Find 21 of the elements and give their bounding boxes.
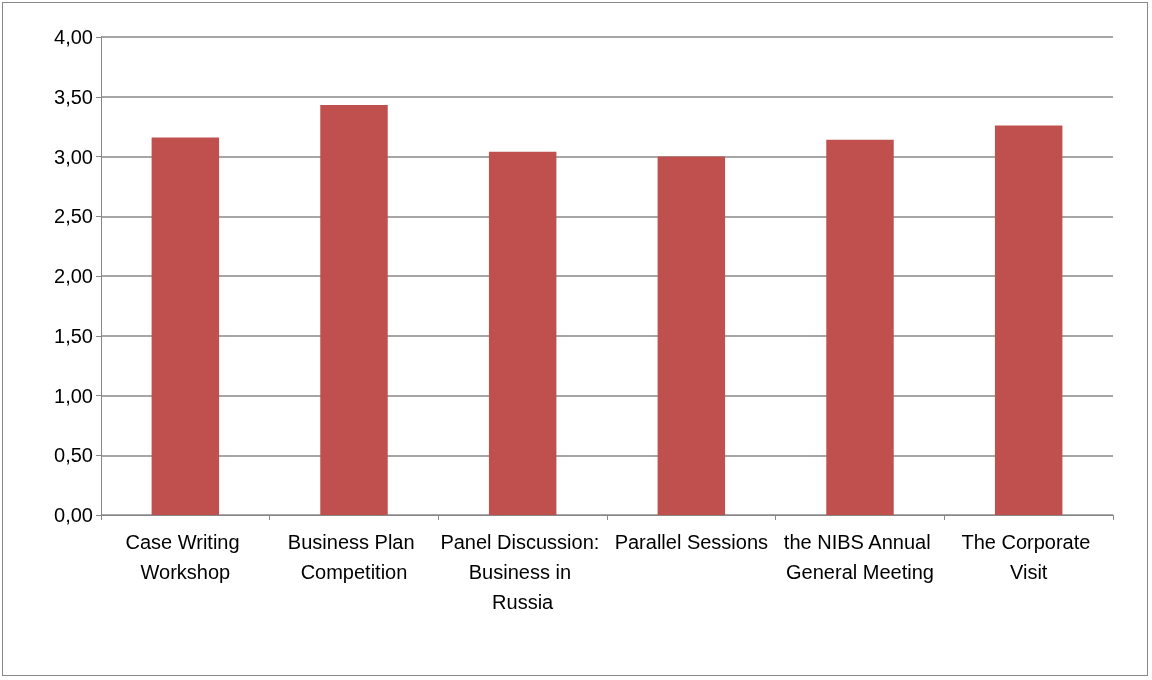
x-tick-label: the NIBS Annual General Meeting (783, 531, 937, 583)
bar (151, 137, 220, 515)
bar (994, 125, 1063, 515)
x-tick-label: Case Writing Workshop (125, 531, 246, 583)
x-tick-label: Business Plan Competition (287, 531, 421, 583)
y-tick-label: 0,50 (54, 444, 93, 467)
y-tick-label: 0,00 (54, 504, 93, 526)
bar (488, 151, 557, 515)
x-tick-label: Parallel Sessions (614, 531, 769, 553)
y-tick-label: 4,00 (54, 26, 93, 48)
y-tick-label: 3,50 (54, 85, 93, 108)
y-tick-label: 2,00 (54, 265, 93, 287)
y-tick-label: 3,00 (54, 145, 93, 168)
bar (320, 105, 388, 515)
bar (657, 156, 726, 515)
y-tick-label: 1,00 (54, 384, 93, 407)
bar (826, 139, 894, 515)
y-tick-label: 2,50 (54, 205, 93, 228)
x-tick-label: The Corporate Visit (961, 531, 1096, 583)
x-tick-label: Panel Discussion: Business in Russia (440, 531, 605, 613)
y-tick-label: 1,50 (54, 324, 93, 347)
